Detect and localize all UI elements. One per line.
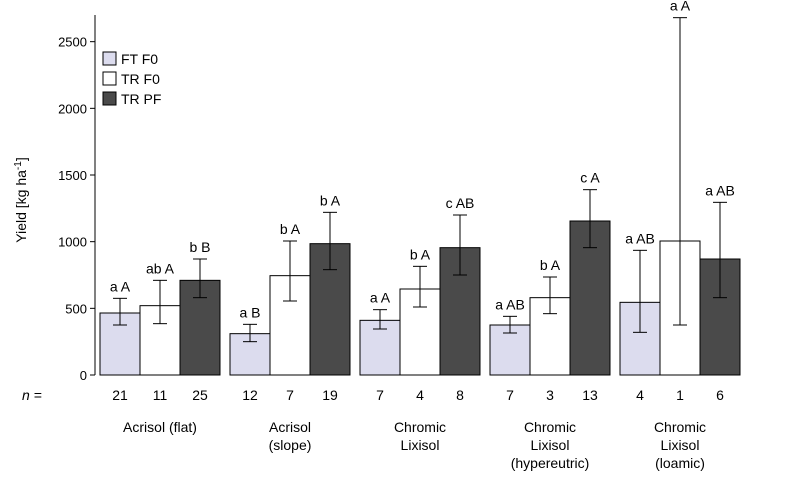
n-value-0-4: 4 xyxy=(636,387,644,403)
y-tick-label-500: 500 xyxy=(65,301,87,316)
category-label-line: Lixisol xyxy=(401,437,440,453)
n-value-0-2: 7 xyxy=(376,387,384,403)
y-tick-label-0: 0 xyxy=(80,368,87,383)
legend-label-1: TR F0 xyxy=(121,71,160,87)
y-axis-title: Yield [kg ha-1] xyxy=(13,157,30,242)
significance-label-2-1: b A xyxy=(320,192,341,208)
category-label-line: (loamic) xyxy=(655,455,705,471)
legend: FT F0 TR F0 TR PF xyxy=(102,51,161,107)
significance-label-1-4: a A xyxy=(670,0,691,14)
y-tick-label-2500: 2500 xyxy=(58,35,87,50)
legend-swatch-1 xyxy=(102,71,117,86)
n-value-2-3: 13 xyxy=(582,387,598,403)
category-label-line: Lixisol xyxy=(661,437,700,453)
error-bar-0-4 xyxy=(633,249,647,333)
significance-label-1-1: b A xyxy=(280,221,301,237)
error-bar-2-1 xyxy=(323,211,337,271)
legend-swatch-0 xyxy=(102,51,117,66)
n-value-1-1: 7 xyxy=(286,387,294,403)
category-label-3: Chromic Lixisol (hypereutric) xyxy=(511,419,590,471)
category-label-line: Lixisol xyxy=(531,437,570,453)
n-value-2-2: 8 xyxy=(456,387,464,403)
n-equals: = xyxy=(30,387,42,403)
error-bar-2-4 xyxy=(713,201,727,299)
error-bar-0-3 xyxy=(503,315,517,334)
n-value-1-3: 3 xyxy=(546,387,554,403)
significance-label-0-2: a A xyxy=(370,290,391,306)
significance-label-0-1: a B xyxy=(239,304,260,320)
significance-label-1-3: b A xyxy=(540,257,561,273)
category-label-line: Acrisol xyxy=(269,419,311,435)
significance-label-1-0: ab A xyxy=(146,260,175,276)
n-value-2-4: 6 xyxy=(716,387,724,403)
category-labels: Acrisol (flat) Acrisol (slope) Chromic Lixis… xyxy=(123,419,706,471)
y-axis-title-end: ] xyxy=(13,157,29,161)
n-symbol: n xyxy=(22,387,30,403)
legend-label-2: TR PF xyxy=(121,91,161,107)
category-label-line: Chromic xyxy=(524,419,576,435)
significance-label-0-4: a AB xyxy=(625,230,655,246)
category-label-4: Chromic Lixisol (loamic) xyxy=(654,419,706,471)
significance-label-0-0: a A xyxy=(110,278,131,294)
y-axis-title-main: Yield [kg ha xyxy=(13,170,29,243)
category-label-0: Acrisol (flat) xyxy=(123,419,197,435)
n-value-1-2: 4 xyxy=(416,387,424,403)
n-value-1-0: 11 xyxy=(153,387,168,403)
error-bar-1-4 xyxy=(673,17,687,326)
significance-label-1-2: b A xyxy=(410,246,431,262)
error-bar-0-1 xyxy=(243,323,257,343)
bar-2-4 xyxy=(699,258,741,376)
category-label-line: Chromic xyxy=(654,419,706,435)
n-value-2-0: 25 xyxy=(192,387,208,403)
n-value-1-4: 1 xyxy=(676,387,684,403)
category-label-line: (slope) xyxy=(269,437,312,453)
n-value-0-1: 12 xyxy=(242,387,258,403)
y-tick-label-1000: 1000 xyxy=(58,235,87,250)
y-axis-title-sup: -1 xyxy=(13,161,24,170)
error-bar-1-3 xyxy=(543,276,557,315)
error-bar-1-0 xyxy=(153,279,167,325)
significance-label-2-2: c AB xyxy=(446,195,475,211)
significance-label-2-3: c A xyxy=(580,170,600,186)
category-label-line: (hypereutric) xyxy=(511,455,590,471)
category-label-line: Chromic xyxy=(394,419,446,435)
error-bar-0-0 xyxy=(113,297,127,326)
y-tick-label-1500: 1500 xyxy=(58,168,87,183)
error-bar-0-2 xyxy=(373,309,387,330)
significance-label-2-4: a AB xyxy=(705,182,735,198)
category-label-1: Acrisol (slope) xyxy=(269,419,312,453)
y-axis: 0 500 1000 1500 2000 2500 xyxy=(58,15,96,383)
n-label: n = xyxy=(22,387,42,403)
significance-label-2-0: b B xyxy=(189,239,210,255)
error-bar-2-0 xyxy=(193,258,207,299)
error-bar-1-1 xyxy=(283,240,297,302)
n-value-2-1: 19 xyxy=(322,387,338,403)
category-label-line: Acrisol (flat) xyxy=(123,419,197,435)
error-bar-1-2 xyxy=(413,265,427,308)
sample-size-row: n = 21 12 7 7 411 7 4 3 125 19 8 13 6 xyxy=(22,387,724,403)
error-bar-2-2 xyxy=(453,214,467,276)
y-tick-label-2000: 2000 xyxy=(58,101,87,116)
legend-swatch-2 xyxy=(102,91,117,106)
legend-label-0: FT F0 xyxy=(121,51,158,67)
bars: a A a B a A a AB a AB ab A b A b A b A a A b B b A c… xyxy=(99,0,741,376)
n-value-0-0: 21 xyxy=(112,387,128,403)
error-bar-2-3 xyxy=(583,189,597,249)
category-label-2: Chromic Lixisol xyxy=(394,419,446,453)
n-value-0-3: 7 xyxy=(506,387,514,403)
significance-label-0-3: a AB xyxy=(495,296,525,312)
